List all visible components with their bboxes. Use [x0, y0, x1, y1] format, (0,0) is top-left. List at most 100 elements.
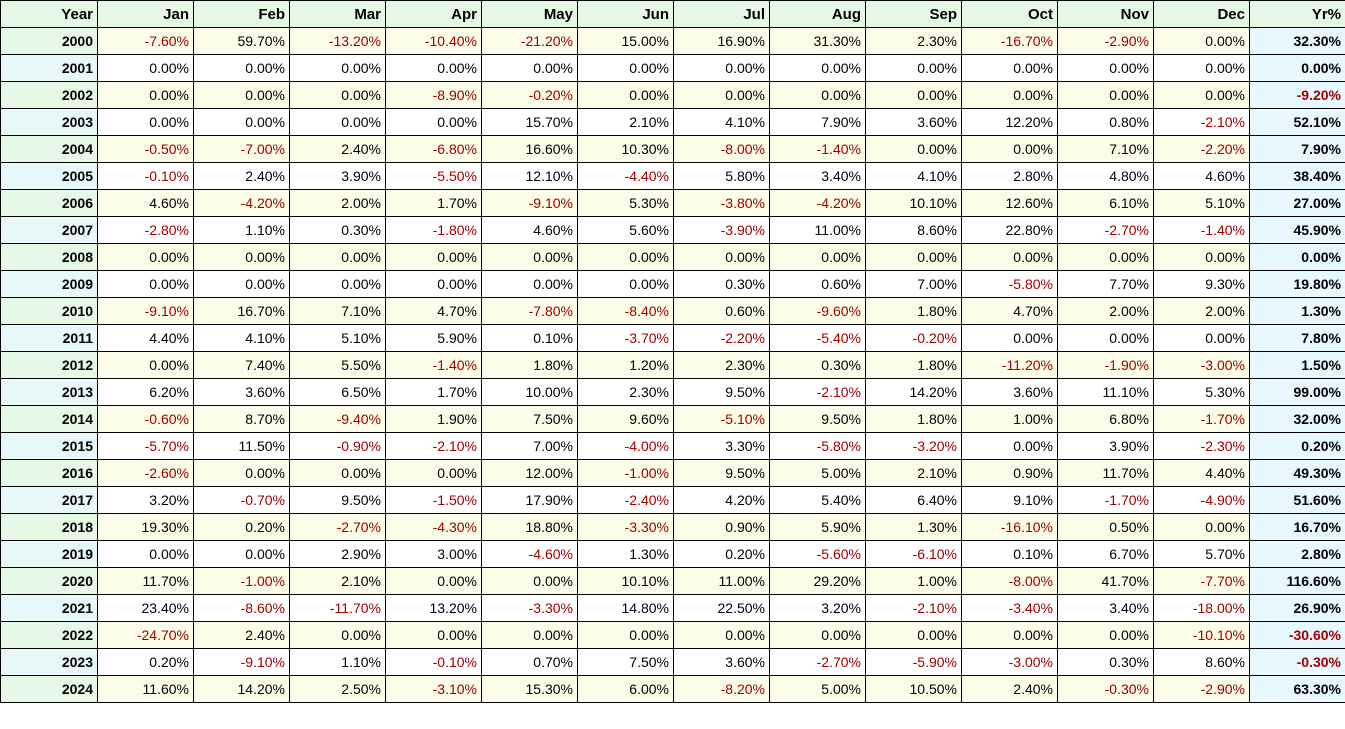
monthly-return-cell[interactable]: -3.20% — [865, 432, 962, 460]
monthly-return-cell[interactable]: -0.70% — [193, 486, 290, 514]
monthly-return-cell[interactable]: 0.00% — [961, 81, 1058, 109]
monthly-return-cell[interactable]: -0.50% — [97, 135, 194, 163]
yearly-return-cell[interactable]: 16.70% — [1249, 513, 1345, 541]
monthly-return-cell[interactable]: -3.90% — [673, 216, 770, 244]
monthly-return-cell[interactable]: -3.80% — [673, 189, 770, 217]
monthly-return-cell[interactable]: 7.00% — [481, 432, 578, 460]
monthly-return-cell[interactable]: 12.20% — [961, 108, 1058, 136]
monthly-return-cell[interactable]: -2.80% — [97, 216, 194, 244]
monthly-return-cell[interactable]: -2.10% — [385, 432, 482, 460]
monthly-return-cell[interactable]: 2.00% — [1057, 297, 1154, 325]
monthly-return-cell[interactable]: 0.00% — [865, 135, 962, 163]
monthly-return-cell[interactable]: 0.00% — [1057, 243, 1154, 271]
monthly-return-cell[interactable]: 59.70% — [193, 27, 290, 55]
monthly-return-cell[interactable]: -2.60% — [97, 459, 194, 487]
monthly-return-cell[interactable]: 22.80% — [961, 216, 1058, 244]
monthly-return-cell[interactable]: -2.90% — [1057, 27, 1154, 55]
yearly-return-cell[interactable]: 26.90% — [1249, 594, 1345, 622]
monthly-return-cell[interactable]: -2.10% — [865, 594, 962, 622]
monthly-return-cell[interactable]: 0.00% — [769, 81, 866, 109]
monthly-return-cell[interactable]: -8.00% — [961, 567, 1058, 595]
monthly-return-cell[interactable]: 6.20% — [97, 378, 194, 406]
monthly-return-cell[interactable]: 15.30% — [481, 675, 578, 703]
monthly-return-cell[interactable]: -8.60% — [193, 594, 290, 622]
monthly-return-cell[interactable]: -6.80% — [385, 135, 482, 163]
monthly-return-cell[interactable]: -8.20% — [673, 675, 770, 703]
monthly-return-cell[interactable]: 0.00% — [577, 621, 674, 649]
monthly-return-cell[interactable]: 1.80% — [865, 351, 962, 379]
header-apr[interactable]: Apr — [385, 0, 482, 28]
monthly-return-cell[interactable]: 11.60% — [97, 675, 194, 703]
monthly-return-cell[interactable]: 1.30% — [865, 513, 962, 541]
monthly-return-cell[interactable]: 5.80% — [673, 162, 770, 190]
monthly-return-cell[interactable]: 1.80% — [481, 351, 578, 379]
monthly-return-cell[interactable]: 3.40% — [1057, 594, 1154, 622]
monthly-return-cell[interactable]: -9.40% — [289, 405, 386, 433]
monthly-return-cell[interactable]: 3.60% — [865, 108, 962, 136]
monthly-return-cell[interactable]: 7.50% — [577, 648, 674, 676]
monthly-return-cell[interactable]: 11.70% — [1057, 459, 1154, 487]
monthly-return-cell[interactable]: 0.00% — [961, 324, 1058, 352]
monthly-return-cell[interactable]: 0.00% — [673, 54, 770, 82]
monthly-return-cell[interactable]: 0.00% — [97, 351, 194, 379]
year-cell[interactable]: 2020 — [0, 567, 98, 595]
header-may[interactable]: May — [481, 0, 578, 28]
monthly-return-cell[interactable]: 10.30% — [577, 135, 674, 163]
monthly-return-cell[interactable]: 9.10% — [961, 486, 1058, 514]
year-cell[interactable]: 2019 — [0, 540, 98, 568]
monthly-return-cell[interactable]: 0.00% — [481, 54, 578, 82]
monthly-return-cell[interactable]: 5.70% — [1153, 540, 1250, 568]
monthly-return-cell[interactable]: -8.00% — [673, 135, 770, 163]
monthly-return-cell[interactable]: 16.70% — [193, 297, 290, 325]
monthly-return-cell[interactable]: 6.70% — [1057, 540, 1154, 568]
monthly-return-cell[interactable]: 0.00% — [193, 243, 290, 271]
monthly-return-cell[interactable]: 41.70% — [1057, 567, 1154, 595]
monthly-return-cell[interactable]: 0.00% — [577, 81, 674, 109]
monthly-return-cell[interactable]: 2.30% — [865, 27, 962, 55]
monthly-return-cell[interactable]: 4.10% — [865, 162, 962, 190]
monthly-return-cell[interactable]: 7.10% — [1057, 135, 1154, 163]
monthly-return-cell[interactable]: 10.10% — [865, 189, 962, 217]
header-oct[interactable]: Oct — [961, 0, 1058, 28]
monthly-return-cell[interactable]: -2.40% — [577, 486, 674, 514]
monthly-return-cell[interactable]: -0.10% — [97, 162, 194, 190]
year-cell[interactable]: 2014 — [0, 405, 98, 433]
monthly-return-cell[interactable]: 0.30% — [289, 216, 386, 244]
monthly-return-cell[interactable]: -3.00% — [1153, 351, 1250, 379]
monthly-return-cell[interactable]: 0.80% — [1057, 108, 1154, 136]
monthly-return-cell[interactable]: -3.30% — [577, 513, 674, 541]
monthly-return-cell[interactable]: 1.80% — [865, 297, 962, 325]
yearly-return-cell[interactable]: 45.90% — [1249, 216, 1345, 244]
monthly-return-cell[interactable]: -5.10% — [673, 405, 770, 433]
monthly-return-cell[interactable]: 1.20% — [577, 351, 674, 379]
monthly-return-cell[interactable]: 5.40% — [769, 486, 866, 514]
monthly-return-cell[interactable]: 10.50% — [865, 675, 962, 703]
header-nov[interactable]: Nov — [1057, 0, 1154, 28]
monthly-return-cell[interactable]: -4.40% — [577, 162, 674, 190]
monthly-return-cell[interactable]: 0.00% — [865, 621, 962, 649]
monthly-return-cell[interactable]: 0.00% — [385, 621, 482, 649]
monthly-return-cell[interactable]: 9.50% — [673, 378, 770, 406]
monthly-return-cell[interactable]: 0.10% — [961, 540, 1058, 568]
header-feb[interactable]: Feb — [193, 0, 290, 28]
monthly-return-cell[interactable]: 14.20% — [193, 675, 290, 703]
monthly-return-cell[interactable]: -5.50% — [385, 162, 482, 190]
monthly-return-cell[interactable]: 14.80% — [577, 594, 674, 622]
yearly-return-cell[interactable]: 0.20% — [1249, 432, 1345, 460]
monthly-return-cell[interactable]: 0.00% — [289, 243, 386, 271]
monthly-return-cell[interactable]: 0.00% — [289, 459, 386, 487]
monthly-return-cell[interactable]: 1.90% — [385, 405, 482, 433]
monthly-return-cell[interactable]: 0.50% — [1057, 513, 1154, 541]
monthly-return-cell[interactable]: 15.00% — [577, 27, 674, 55]
monthly-return-cell[interactable]: 0.20% — [673, 540, 770, 568]
monthly-return-cell[interactable]: 3.90% — [1057, 432, 1154, 460]
monthly-return-cell[interactable]: -8.90% — [385, 81, 482, 109]
monthly-return-cell[interactable]: 0.00% — [289, 81, 386, 109]
monthly-return-cell[interactable]: -16.10% — [961, 513, 1058, 541]
monthly-return-cell[interactable]: 3.20% — [97, 486, 194, 514]
header-aug[interactable]: Aug — [769, 0, 866, 28]
monthly-return-cell[interactable]: 3.40% — [769, 162, 866, 190]
monthly-return-cell[interactable]: -18.00% — [1153, 594, 1250, 622]
monthly-return-cell[interactable]: 0.00% — [385, 459, 482, 487]
monthly-return-cell[interactable]: 4.60% — [97, 189, 194, 217]
